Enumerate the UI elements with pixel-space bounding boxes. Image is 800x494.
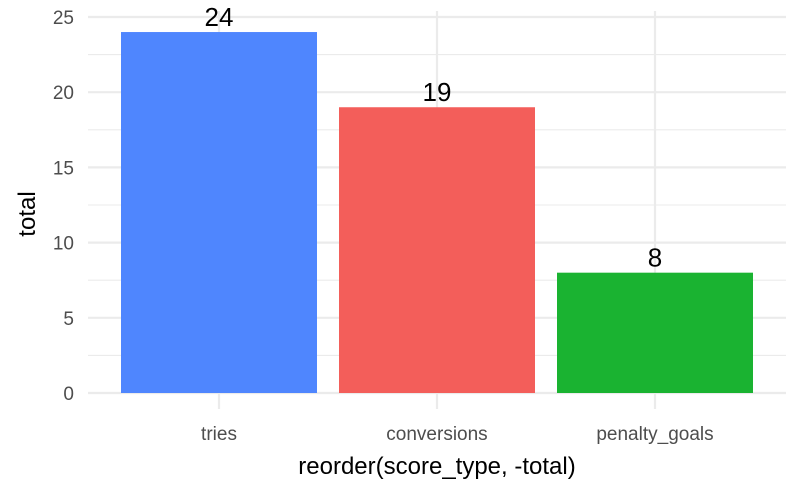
- y-tick-label: 5: [63, 309, 74, 330]
- y-axis-title: total: [14, 191, 41, 236]
- data-labels-group: 24 19 8: [205, 2, 663, 273]
- x-tick-label: penalty_goals: [596, 424, 713, 445]
- bar-tries: [121, 32, 317, 393]
- x-axis-ticks: tries conversions penalty_goals: [201, 424, 714, 445]
- y-tick-label: 15: [53, 158, 74, 179]
- bar-conversions: [339, 107, 535, 394]
- x-axis-title: reorder(score_type, -total): [298, 453, 575, 480]
- data-label-tries: 24: [205, 2, 234, 32]
- y-tick-label: 0: [63, 384, 74, 405]
- y-tick-label: 20: [53, 83, 74, 104]
- bars-group: [121, 32, 753, 394]
- bar-penalty_goals: [557, 272, 753, 393]
- y-axis-ticks: 0 5 10 15 20 25: [53, 8, 74, 405]
- y-tick-label: 25: [53, 8, 74, 29]
- data-label-penalty_goals: 8: [648, 243, 662, 273]
- data-label-conversions: 19: [423, 77, 452, 107]
- y-tick-label: 10: [53, 234, 74, 255]
- x-tick-label: conversions: [386, 424, 487, 445]
- x-tick-label: tries: [201, 424, 237, 445]
